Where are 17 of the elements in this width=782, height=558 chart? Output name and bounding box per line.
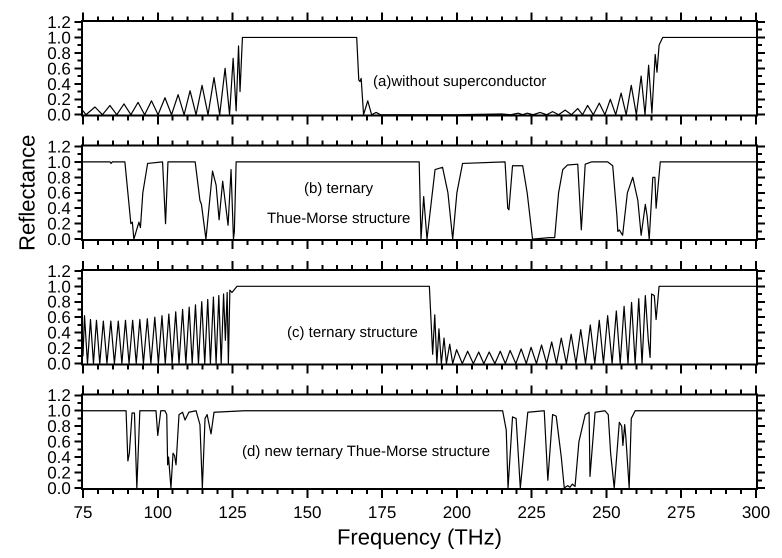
x-tick-label: 250 [592, 503, 621, 522]
annotation: Thue-Morse structure [267, 210, 410, 227]
x-tick-label: 200 [442, 503, 472, 522]
x-tick-label: 100 [144, 503, 172, 522]
x-axis-title: Frequency (THz) [336, 524, 502, 550]
x-tick-label: 275 [667, 503, 696, 522]
y-axis-title: Reflectance [14, 134, 40, 251]
x-tick-label: 300 [742, 503, 770, 522]
annotation: (b) ternary [304, 180, 374, 197]
x-tick-label: 175 [368, 503, 396, 522]
annotation: (a)without superconductor [373, 73, 546, 90]
x-tick-label: 225 [517, 503, 546, 522]
x-tick-label: 150 [293, 503, 322, 522]
annotation: (c) ternary structure [287, 324, 418, 341]
x-tick-label: 75 [74, 503, 92, 522]
x-tick-label: 125 [218, 503, 247, 522]
annotation: (d) new ternary Thue-Morse structure [242, 443, 490, 460]
